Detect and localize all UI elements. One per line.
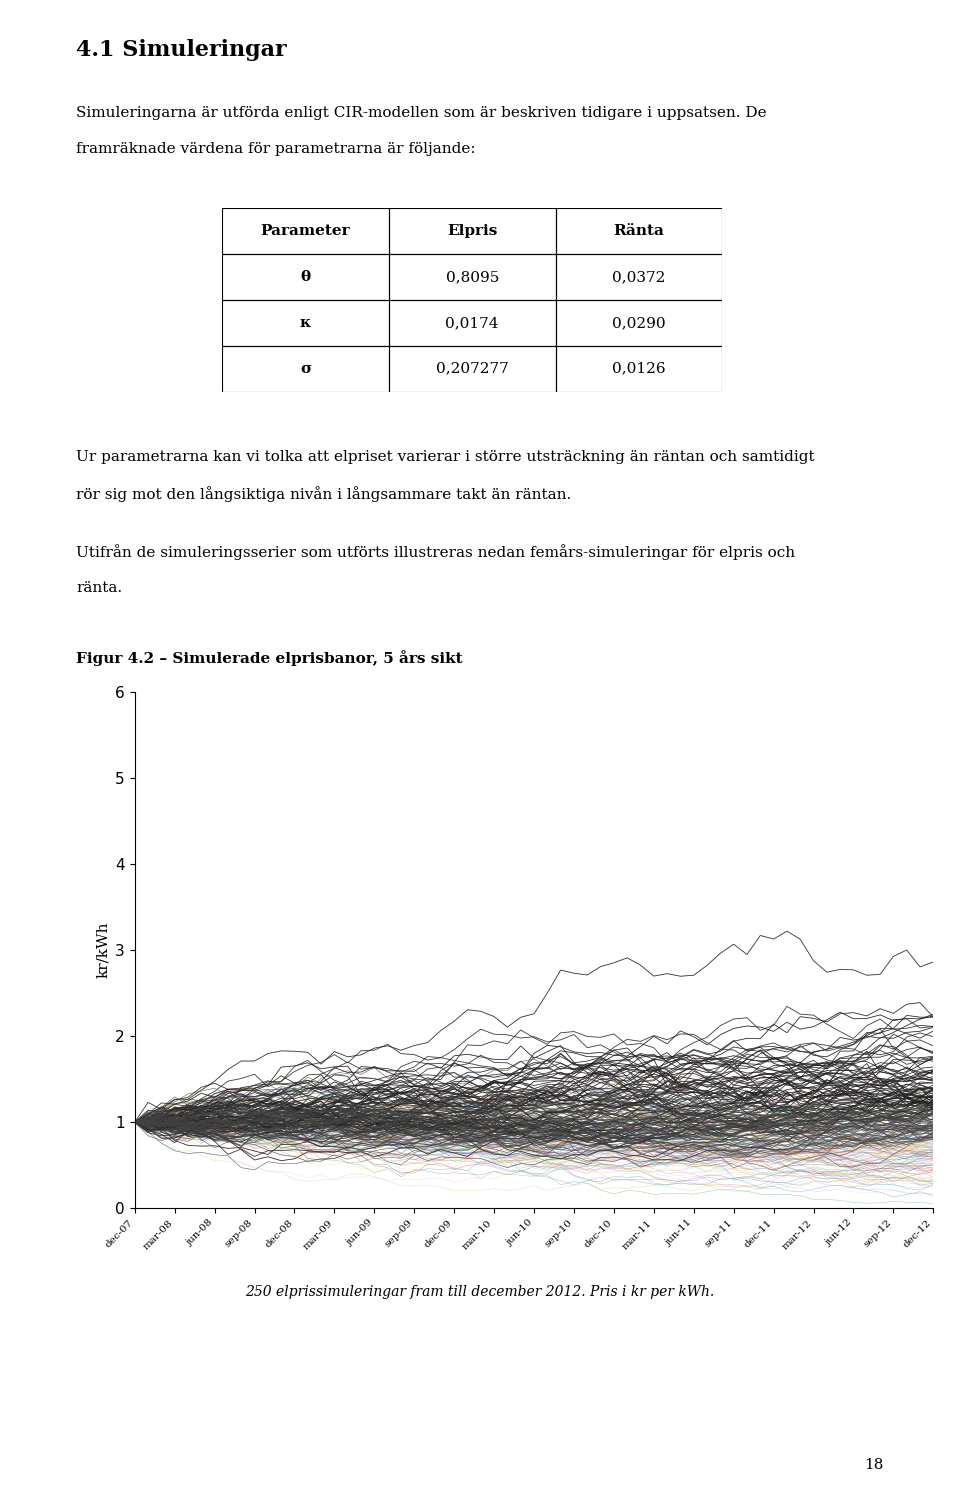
Bar xyxy=(389,346,556,391)
Text: κ: κ xyxy=(300,316,311,330)
Text: 0,8095: 0,8095 xyxy=(445,270,499,285)
Bar xyxy=(389,208,556,255)
Text: rör sig mot den långsiktiga nivån i långsammare takt än räntan.: rör sig mot den långsiktiga nivån i lång… xyxy=(77,487,571,502)
Text: 18: 18 xyxy=(864,1459,883,1473)
Text: 0,0372: 0,0372 xyxy=(612,270,665,285)
Bar xyxy=(556,346,722,391)
Text: Simuleringarna är utförda enligt CIR-modellen som är beskriven tidigare i uppsat: Simuleringarna är utförda enligt CIR-mod… xyxy=(77,105,767,120)
Text: Ur parametrarna kan vi tolka att elpriset varierar i större utsträckning än ränt: Ur parametrarna kan vi tolka att elprise… xyxy=(77,449,815,464)
Bar xyxy=(556,208,722,255)
Text: Parameter: Parameter xyxy=(261,225,350,238)
Bar xyxy=(222,255,389,300)
Bar xyxy=(222,346,389,391)
Text: 0,207277: 0,207277 xyxy=(436,361,509,376)
Text: 0,0290: 0,0290 xyxy=(612,316,665,330)
Text: 4.1 Simuleringar: 4.1 Simuleringar xyxy=(77,39,287,61)
Bar xyxy=(222,208,389,255)
Text: 0,0174: 0,0174 xyxy=(445,316,499,330)
Text: Elpris: Elpris xyxy=(447,225,497,238)
Y-axis label: kr/kWh: kr/kWh xyxy=(96,921,109,978)
Text: framräknade värdena för parametrarna är följande:: framräknade värdena för parametrarna är … xyxy=(77,142,476,156)
Bar xyxy=(556,255,722,300)
Bar xyxy=(389,300,556,346)
Text: Figur 4.2 – Simulerade elprisbanor, 5 års sikt: Figur 4.2 – Simulerade elprisbanor, 5 år… xyxy=(77,650,463,667)
Text: 0,0126: 0,0126 xyxy=(612,361,665,376)
Text: Utifrån de simuleringsserier som utförts illustreras nedan femårs-simuleringar f: Utifrån de simuleringsserier som utförts… xyxy=(77,544,796,560)
Bar xyxy=(556,300,722,346)
Bar xyxy=(222,300,389,346)
Bar xyxy=(389,255,556,300)
Text: σ: σ xyxy=(300,361,311,376)
Text: Ränta: Ränta xyxy=(613,225,664,238)
Text: 250 elprissimuleringar fram till december 2012. Pris i kr per kWh.: 250 elprissimuleringar fram till decembe… xyxy=(246,1285,714,1299)
Text: θ: θ xyxy=(300,270,311,285)
Text: ränta.: ränta. xyxy=(77,581,123,595)
